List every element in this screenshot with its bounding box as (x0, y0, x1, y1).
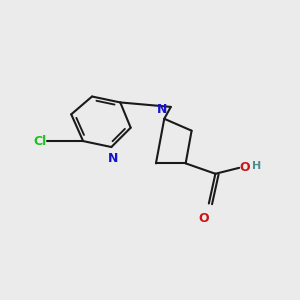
Text: O: O (240, 161, 250, 174)
Text: H: H (252, 161, 262, 171)
Text: Cl: Cl (33, 135, 47, 148)
Text: O: O (198, 212, 209, 225)
Text: N: N (108, 152, 118, 165)
Text: N: N (157, 103, 167, 116)
